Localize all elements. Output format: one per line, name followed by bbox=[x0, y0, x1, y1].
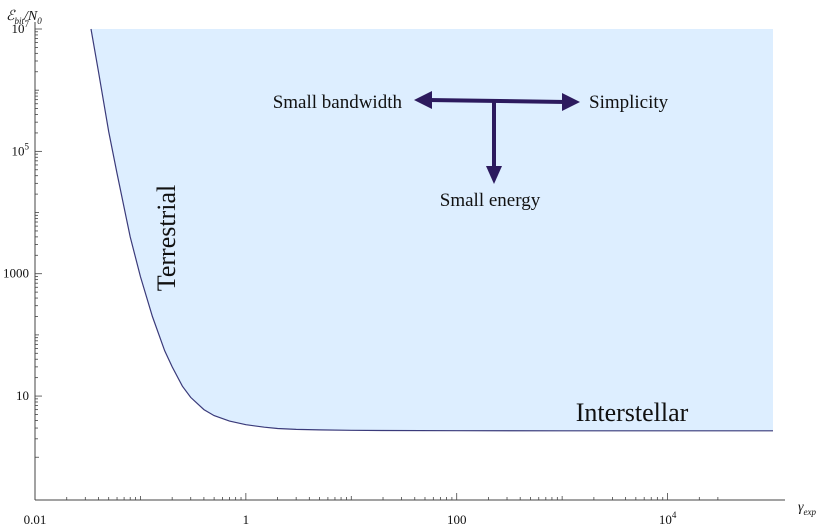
axes bbox=[34, 22, 785, 501]
x-tick-label: 1 bbox=[243, 512, 250, 527]
y-axis-title: ℰbit/N0 bbox=[6, 9, 42, 26]
x-tick-label: 104 bbox=[659, 510, 677, 527]
chart-curve-layer bbox=[90, 28, 773, 432]
interstellar-label: Interstellar bbox=[576, 398, 689, 427]
feasible-region bbox=[91, 29, 773, 431]
x-tick-label: 0.01 bbox=[24, 512, 47, 527]
arrow-horizontal-shaft bbox=[427, 98, 567, 104]
bound-curve bbox=[90, 28, 773, 432]
terrestrial-label: Terrestrial bbox=[152, 185, 181, 291]
x-tick-label: 100 bbox=[447, 512, 467, 527]
small-energy-label: Small energy bbox=[440, 190, 541, 211]
tick-labels: 0.01 1 100 104 10 1000 105 107 bbox=[3, 19, 677, 527]
y-tick-label: 107 bbox=[12, 19, 30, 36]
simplicity-label: Simplicity bbox=[589, 92, 669, 113]
arrow-down-head bbox=[486, 166, 502, 184]
y-tick-label: 105 bbox=[12, 141, 30, 158]
arrow-right-head bbox=[562, 93, 580, 111]
tradeoff-arrows bbox=[414, 91, 580, 184]
y-tick-label: 10 bbox=[16, 388, 29, 403]
x-axis-title: γexp bbox=[798, 500, 817, 517]
y-tick-label: 1000 bbox=[3, 266, 29, 281]
small-bandwidth-label: Small bandwidth bbox=[273, 92, 403, 113]
chart-area-layer bbox=[91, 29, 773, 431]
arrow-left-head bbox=[414, 91, 432, 109]
